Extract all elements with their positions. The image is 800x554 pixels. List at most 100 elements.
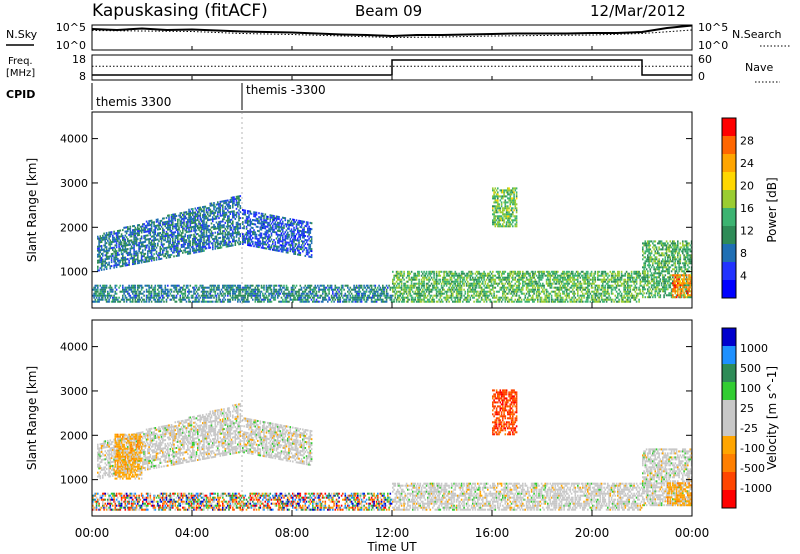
data-cell <box>272 220 274 223</box>
data-cell <box>282 246 284 249</box>
data-cell <box>204 245 207 248</box>
data-cell <box>294 235 297 238</box>
data-cell <box>103 294 105 297</box>
data-cell <box>265 219 268 222</box>
data-cell <box>233 228 235 231</box>
data-cell <box>530 276 533 279</box>
data-cell <box>138 230 140 232</box>
data-cell <box>204 286 207 289</box>
data-cell <box>213 286 215 289</box>
data-cell <box>362 292 364 295</box>
data-cell <box>500 300 503 303</box>
data-cell <box>167 284 169 287</box>
data-cell <box>190 212 193 215</box>
data-cell <box>447 294 449 297</box>
data-cell <box>249 220 252 223</box>
data-cell <box>100 253 103 255</box>
data-cell <box>234 226 237 228</box>
data-cell <box>510 284 513 287</box>
data-cell <box>127 286 129 289</box>
data-cell <box>174 227 177 230</box>
data-cell <box>519 276 522 279</box>
data-cell <box>130 239 133 242</box>
data-cell <box>500 286 503 289</box>
data-cell <box>245 288 248 291</box>
data-cell <box>178 226 180 229</box>
data-cell <box>129 239 132 242</box>
data-cell <box>499 280 502 283</box>
data-cell <box>463 278 465 281</box>
data-cell <box>154 292 157 295</box>
data-cell <box>445 272 448 275</box>
data-cell <box>220 226 223 229</box>
data-cell <box>472 278 474 281</box>
data-cell <box>542 270 544 273</box>
data-cell <box>238 239 240 242</box>
data-cell <box>575 270 578 273</box>
data-cell <box>292 234 294 237</box>
data-cell <box>194 300 197 303</box>
data-cell <box>157 288 159 291</box>
data-cell <box>554 278 557 281</box>
data-cell <box>463 276 465 279</box>
data-cell <box>162 249 164 252</box>
data-cell <box>540 276 543 279</box>
data-cell <box>142 259 144 262</box>
data-cell <box>205 211 208 214</box>
data-cell <box>432 288 434 291</box>
data-cell <box>252 292 254 295</box>
data-cell <box>303 240 305 243</box>
data-cell <box>232 224 234 227</box>
data-cell <box>230 244 233 247</box>
data-cell <box>550 296 553 299</box>
data-cell <box>498 282 500 285</box>
data-cell <box>498 290 500 293</box>
data-cell <box>179 238 182 241</box>
data-cell <box>310 256 313 259</box>
data-cell <box>189 284 192 287</box>
data-cell <box>188 252 190 255</box>
data-cell <box>528 292 530 295</box>
data-cell <box>369 288 372 291</box>
data-cell <box>123 258 125 261</box>
data-cell <box>435 272 438 275</box>
data-cell <box>489 284 492 287</box>
data-cell <box>254 211 257 214</box>
data-cell <box>502 272 504 275</box>
data-cell <box>238 286 240 289</box>
data-cell <box>247 244 249 246</box>
data-cell <box>530 282 533 285</box>
data-cell <box>194 298 197 301</box>
data-cell <box>180 290 183 293</box>
data-cell <box>207 219 209 222</box>
data-cell <box>172 241 174 244</box>
data-cell <box>232 220 234 223</box>
data-cell <box>268 284 270 287</box>
data-cell <box>484 272 487 275</box>
data-cell <box>198 214 200 217</box>
data-cell <box>274 225 277 228</box>
data-cell <box>128 288 130 291</box>
data-cell <box>169 242 172 245</box>
data-cell <box>170 243 173 246</box>
data-cell <box>349 286 352 289</box>
data-cell <box>162 231 164 234</box>
data-cell <box>354 296 357 299</box>
data-cell <box>562 278 564 281</box>
data-cell <box>260 298 263 301</box>
data-cell <box>254 223 257 226</box>
data-cell <box>434 280 437 283</box>
data-cell <box>298 229 300 232</box>
data-cell <box>245 235 248 238</box>
data-cell <box>555 270 558 273</box>
data-cell <box>115 246 118 249</box>
data-cell <box>245 292 248 295</box>
data-cell <box>279 222 282 225</box>
data-cell <box>379 296 382 299</box>
data-cell <box>219 300 222 303</box>
data-cell <box>160 257 163 260</box>
data-cell <box>457 300 459 303</box>
data-cell <box>308 243 310 246</box>
data-cell <box>562 290 564 293</box>
data-cell <box>464 292 467 295</box>
